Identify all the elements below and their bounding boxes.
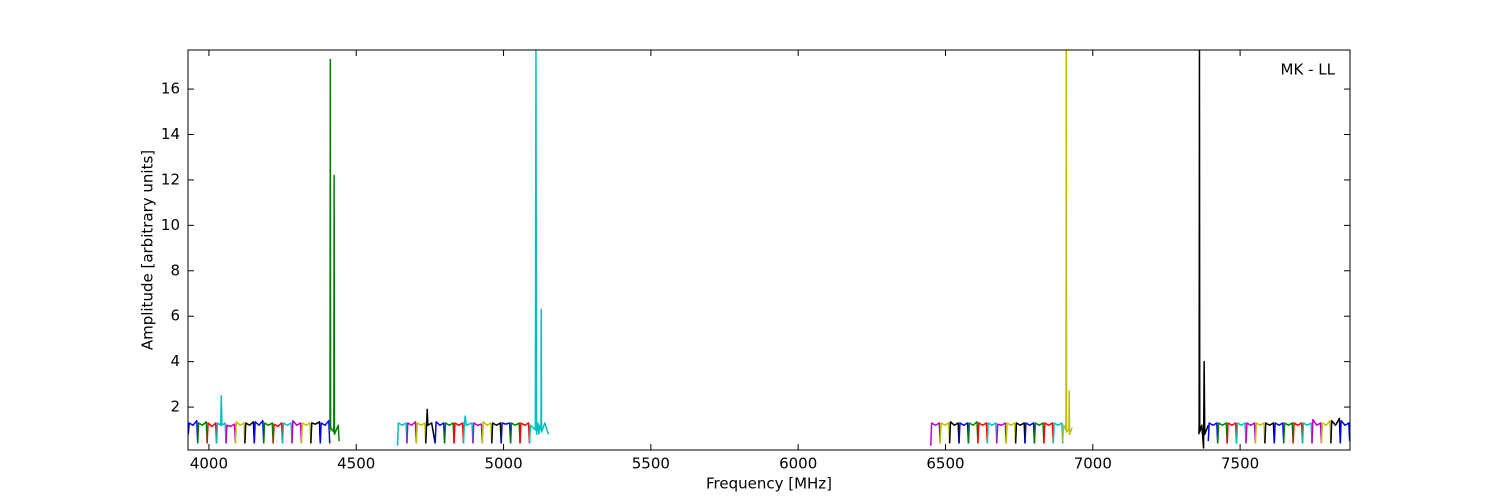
spectrum-line — [1033, 422, 1045, 444]
spectrum-line — [462, 415, 474, 444]
spectrum-line — [1330, 417, 1342, 444]
spectrum-line — [262, 422, 274, 444]
spectrum-line — [443, 422, 455, 444]
y-tick-label: 12 — [161, 170, 180, 188]
spectrum-line — [958, 422, 970, 444]
spectrum-line — [281, 422, 293, 444]
x-tick-label: 5000 — [484, 455, 522, 473]
spectrum-line — [481, 421, 493, 444]
spectrum-line — [1254, 422, 1266, 444]
y-tick-label: 8 — [170, 261, 180, 279]
spectrum-line — [291, 419, 303, 444]
spectrum-line — [1235, 422, 1247, 444]
spectrum-line — [253, 419, 265, 444]
spectrum-line — [1339, 419, 1350, 444]
spectrum-line — [472, 422, 484, 444]
spectrum-line — [1216, 422, 1228, 444]
spectrum-line — [1282, 422, 1294, 444]
spectrum-line — [453, 422, 465, 444]
spectrum-line — [1245, 422, 1257, 444]
spectrum-line — [967, 421, 979, 444]
spectrum-line — [1320, 419, 1332, 444]
spectrum-line — [1052, 422, 1064, 444]
spectrum-line — [1207, 422, 1219, 444]
y-tick-label: 2 — [170, 398, 180, 416]
y-axis-label: Amplitude [arbitrary units] — [139, 150, 157, 350]
spectrum-line — [272, 422, 284, 444]
spectrum-line — [234, 421, 246, 444]
spectrum-line — [1061, 50, 1073, 442]
spectrum-line — [319, 419, 331, 444]
spectrum-line — [509, 422, 521, 444]
spectrum-line — [434, 421, 446, 444]
spectrum-line — [396, 422, 408, 446]
spectrum-line — [1005, 422, 1017, 444]
spectrum-line — [1273, 422, 1285, 444]
spectrum-line — [1292, 422, 1304, 444]
spectrum-line — [1043, 422, 1055, 444]
spectrum-line — [948, 421, 960, 444]
x-tick-label: 6000 — [779, 455, 817, 473]
spectrum-line — [300, 422, 312, 444]
spectrum-line — [225, 423, 237, 444]
spectrum-line — [1014, 422, 1026, 444]
y-tick-label: 6 — [170, 307, 180, 325]
y-tick-label: 14 — [161, 125, 180, 143]
spectrum-line — [977, 422, 989, 444]
spectrum-line — [1311, 418, 1323, 444]
spectrum-line — [939, 422, 951, 444]
spectrum-line — [244, 421, 256, 444]
x-tick-label: 4500 — [337, 455, 375, 473]
spectrum-line — [986, 422, 998, 444]
spectrum-line — [1226, 422, 1238, 444]
spectrum-line — [328, 58, 340, 442]
x-tick-label: 7000 — [1074, 455, 1112, 473]
spectrum-line — [425, 408, 436, 444]
spectrum-line — [538, 308, 550, 435]
spectrum-line — [310, 421, 322, 444]
annotation: MK - LL — [1281, 61, 1336, 79]
spectrum-line — [1301, 422, 1313, 444]
y-tick-label: 10 — [161, 216, 180, 234]
x-tick-label: 5500 — [632, 455, 670, 473]
spectrum-line — [406, 421, 418, 444]
spectrum-line — [1264, 422, 1276, 444]
spectrum-line — [491, 422, 502, 444]
x-tick-label: 4000 — [190, 455, 228, 473]
spectrum-line — [1198, 50, 1209, 449]
spectrum-line — [1024, 422, 1036, 444]
spectrum-line — [206, 422, 218, 444]
y-tick-label: 16 — [161, 80, 180, 98]
x-tick-label: 6500 — [926, 455, 964, 473]
y-tick-label: 4 — [170, 352, 180, 370]
spectrum-line — [415, 422, 427, 444]
spectrum-line — [930, 422, 941, 446]
spectrum-line — [196, 421, 208, 444]
spectrum-line — [500, 422, 512, 444]
plot-frame — [187, 49, 1351, 451]
spectrum-line — [519, 422, 531, 444]
spectrum-line — [215, 394, 227, 444]
spectrum-line — [188, 419, 199, 444]
x-tick-label: 7500 — [1221, 455, 1259, 473]
x-axis-label: Frequency [MHz] — [706, 475, 832, 493]
spectrum-line — [995, 422, 1007, 444]
